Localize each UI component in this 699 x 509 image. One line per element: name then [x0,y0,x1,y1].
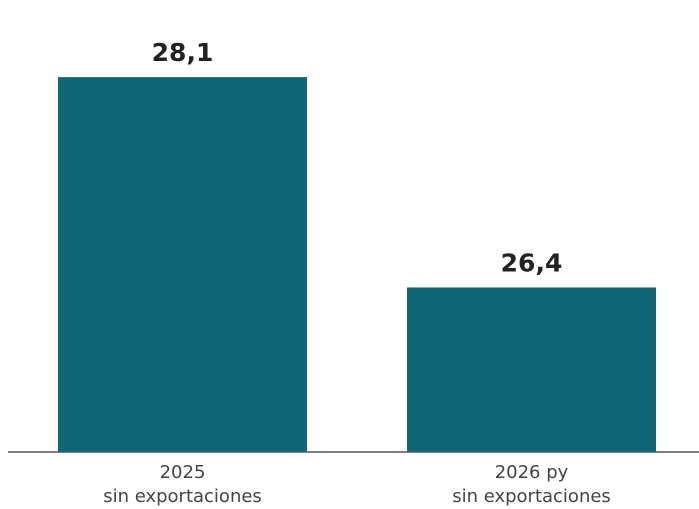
value-label-0: 28,1 [152,38,214,67]
bars-group [58,77,656,452]
bar-1 [407,287,656,452]
bar-0 [58,77,307,452]
value-label-1: 26,4 [501,248,563,277]
labels-group: 28,1 2025 sin exportaciones 26,4 2026 py sin … [103,38,611,507]
category-label-1-line-1: sin exportaciones [452,486,611,507]
category-label-0-line-1: sin exportaciones [103,486,262,507]
category-label-0-line-0: 2025 [160,462,206,483]
category-label-1-line-0: 2026 py [495,462,569,483]
